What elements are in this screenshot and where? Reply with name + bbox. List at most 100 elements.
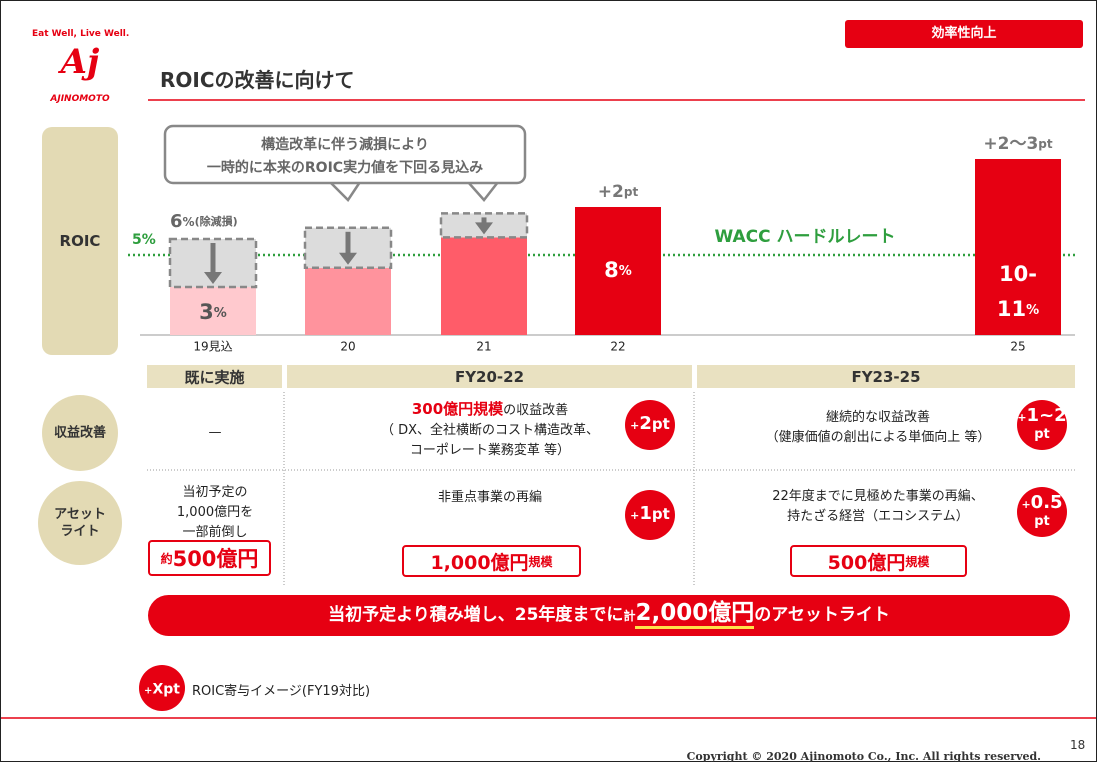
badge-text: +1~2 pt xyxy=(1017,405,1067,443)
badge-line: pt xyxy=(1017,425,1066,442)
row-label-line: 収益改善 xyxy=(53,425,107,441)
legend-text: ROIC寄与イメージ(FY19対比) xyxy=(192,684,371,699)
cell-line: 当初予定の xyxy=(177,483,253,503)
text: コーポレート業務変革 等） xyxy=(409,443,571,458)
text: + xyxy=(630,419,640,432)
before-label: 6%(除減損) xyxy=(170,211,238,232)
callout xyxy=(163,124,527,185)
column-header: 既に実施 xyxy=(184,368,245,387)
text: 2,000億円 xyxy=(635,600,755,629)
column-header-bg xyxy=(287,365,692,388)
badge-text: +1pt xyxy=(630,504,670,526)
unit: % xyxy=(619,264,632,279)
cell-line: 一部前倒し xyxy=(177,523,253,543)
text: Xpt xyxy=(152,681,180,698)
x-label: 19見込 xyxy=(193,340,232,354)
unit: % xyxy=(214,306,227,321)
unit: % xyxy=(1026,303,1039,318)
row-label-bg xyxy=(38,481,122,565)
badge-line: +1~2 xyxy=(1017,405,1067,426)
text: 1,000億円を xyxy=(176,505,254,520)
text: 持たざる経営（エコシステム） xyxy=(787,509,969,524)
text: 非重点事業の再編 xyxy=(437,490,543,505)
before-note: (除減損) xyxy=(195,214,238,228)
badge-text: +0.5 pt xyxy=(1021,494,1062,530)
row-label-line: アセット xyxy=(54,507,106,522)
column-header: FY20-22 xyxy=(454,368,525,386)
badge-line: +2pt xyxy=(630,414,670,436)
value: 8 xyxy=(604,258,619,282)
arrow-head xyxy=(339,252,357,265)
page-number: 18 xyxy=(1070,738,1086,752)
text: + xyxy=(1017,411,1027,424)
cell-text: 継続的な収益改善 （健康価値の創出による単価向上 等） xyxy=(766,408,991,448)
unit: pt xyxy=(1038,137,1053,151)
cell-line: 1,000億円を xyxy=(177,503,253,523)
slogan: Eat Well, Live Well. xyxy=(32,29,130,39)
callout-tail xyxy=(326,180,363,202)
cell-text: 当初予定の 1,000億円を一部前倒し xyxy=(177,483,253,543)
delta: +2〜3pt xyxy=(983,134,1052,154)
amount-box: 1,000億円 規模 xyxy=(402,545,581,577)
text: 約 xyxy=(160,551,173,566)
row-label-bg xyxy=(42,127,118,355)
cell-line: 300億円規模の収益改善 xyxy=(381,399,599,421)
row-label: アセット ライト xyxy=(54,506,106,540)
row-label-bg xyxy=(42,395,118,471)
text: + xyxy=(630,509,640,522)
text: pt xyxy=(1034,514,1050,529)
amount-box: 500億円 規模 xyxy=(790,545,967,577)
text: 1,000億円 xyxy=(430,551,529,574)
bar xyxy=(305,267,391,335)
unit: % xyxy=(183,215,195,229)
bar xyxy=(170,287,256,335)
cell-line: 継続的な収益改善 xyxy=(766,408,991,428)
value-label: 8% xyxy=(604,258,632,282)
copyright: Copyright © 2020 Ajinomoto Co., Inc. All… xyxy=(686,750,1041,762)
cell-line: 22年度までに見極めた事業の再編、 xyxy=(772,487,984,507)
cell-line: コーポレート業務変革 等） xyxy=(381,441,599,461)
logo: Aj xyxy=(60,42,100,82)
text: pt xyxy=(651,415,670,433)
delta-value: +2 xyxy=(598,182,624,202)
cell-line: 非重点事業の再編 xyxy=(438,488,542,508)
bar xyxy=(441,237,527,335)
text: 1~2 xyxy=(1026,405,1067,426)
arrow-head xyxy=(475,222,493,235)
bar xyxy=(575,207,661,335)
value-label: 10- xyxy=(999,262,1037,286)
brand: AJINOMOTO xyxy=(50,94,110,104)
title: ROICの改善に向けて xyxy=(160,68,355,92)
cell-line: 持たざる経営（エコシステム） xyxy=(772,507,984,527)
cell-line: （ DX、全社横断のコスト構造改革、 xyxy=(381,421,599,441)
badge xyxy=(1017,400,1067,450)
column-header: FY23-25 xyxy=(851,368,921,386)
text: 22年度までに見極めた事業の再編、 xyxy=(772,489,984,504)
text: （ DX、全社横断のコスト構造改革、 xyxy=(380,423,600,438)
callout-tail xyxy=(465,180,501,202)
callout-text: 一時的に本来のROIC実力値を下回る見込み xyxy=(207,159,483,176)
text: + xyxy=(1021,498,1031,511)
row-label-line: ライト xyxy=(60,524,100,539)
badge-line: +1pt xyxy=(630,504,670,526)
text: （健康価値の創出による単価向上 等） xyxy=(765,430,991,445)
amount-box: 約 500億円 xyxy=(148,540,271,576)
text: — xyxy=(208,425,222,440)
delta-value: +2〜3 xyxy=(983,134,1038,154)
x-label: 21 xyxy=(476,340,491,354)
text: 継続的な収益改善 xyxy=(825,410,930,425)
legend-badge-text: +Xpt xyxy=(144,679,180,698)
badge xyxy=(625,490,675,540)
value-label: 11% xyxy=(997,297,1039,321)
cell-text: 300億円規模の収益改善 （ DX、全社横断のコスト構造改革、 コーポレート業務変革… xyxy=(381,399,599,461)
unit: pt xyxy=(624,185,639,199)
value-label: 3% xyxy=(199,300,227,324)
callout-text: 構造改革に伴う減損により xyxy=(261,136,429,153)
value: 10- xyxy=(999,262,1037,286)
x-label: 22 xyxy=(610,340,625,354)
text: pt xyxy=(1034,427,1050,442)
text: + xyxy=(144,685,153,697)
text: 規模 xyxy=(528,554,553,569)
cell-text: 非重点事業の再編 xyxy=(438,488,542,508)
